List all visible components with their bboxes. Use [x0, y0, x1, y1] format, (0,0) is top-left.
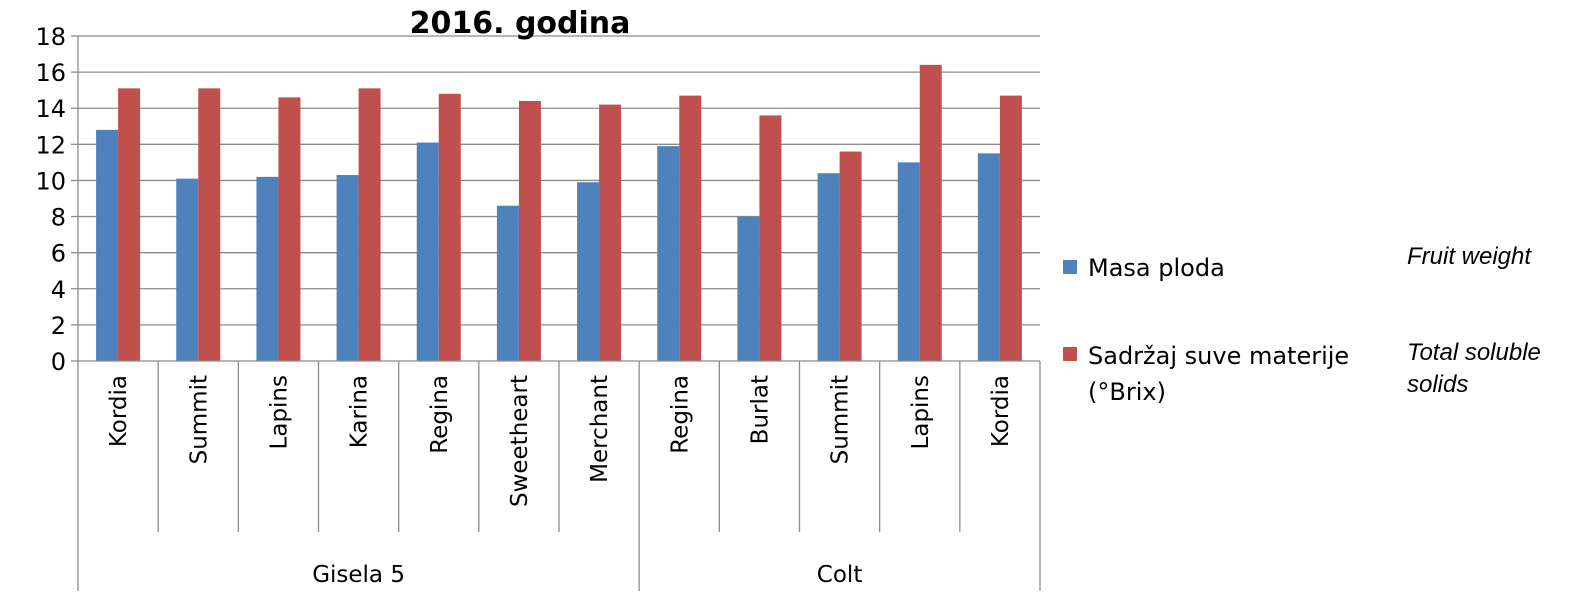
chart-title: 2016. godina: [410, 6, 631, 41]
x-category-label: Regina: [427, 375, 453, 454]
bar-sadrzaj-suve-materije: [839, 151, 862, 361]
bar-sadrzaj-suve-materije: [599, 104, 622, 361]
x-category-label: Burlat: [747, 375, 773, 444]
bar-masa-ploda: [577, 182, 600, 361]
legend-label-sadrzaj-line1: Sadržaj suve materije: [1088, 342, 1349, 370]
bar-masa-ploda: [657, 146, 680, 361]
bar-masa-ploda: [336, 175, 359, 361]
y-tick-label: 0: [51, 348, 66, 376]
bar-sadrzaj-suve-materije: [118, 88, 141, 361]
gridlines: [78, 35, 1040, 326]
x-category-label: Sweetheart: [507, 375, 533, 507]
y-tick-label: 2: [51, 312, 66, 340]
bar-masa-ploda: [897, 162, 920, 361]
bar-masa-ploda: [977, 153, 1000, 361]
y-tick-label: 6: [51, 240, 66, 268]
x-category-label: Summit: [828, 375, 854, 464]
bar-masa-ploda: [416, 142, 439, 361]
bar-sadrzaj-suve-materije: [919, 64, 942, 361]
bar-masa-ploda: [737, 216, 760, 361]
bar-masa-ploda: [176, 178, 199, 361]
x-group-label: Colt: [817, 562, 863, 588]
x-category-label: Merchant: [587, 375, 613, 483]
x-group-label: Gisela 5: [312, 562, 405, 588]
bar-masa-ploda: [496, 205, 519, 361]
annotation-total-soluble: Total soluble: [1407, 339, 1541, 366]
annotation-solids: solids: [1407, 371, 1468, 398]
legend-label-sadrzaj-line2: (°Brix): [1088, 378, 1166, 406]
x-category-label: Lapins: [266, 375, 292, 449]
x-axis-categories: Kordia Summit Lapins Karina Regina Sweetheart…: [106, 361, 1041, 591]
x-category-label: Kordia: [106, 375, 132, 447]
y-tick-label: 8: [51, 204, 66, 232]
x-category-label: Lapins: [908, 375, 934, 449]
bar-masa-ploda: [256, 176, 279, 361]
x-category-label: Kordia: [988, 375, 1014, 447]
legend-swatch-masa-ploda: [1063, 260, 1077, 274]
annotation-fruit-weight: Fruit weight: [1407, 243, 1532, 270]
bars: [96, 64, 1022, 362]
bar-masa-ploda: [96, 129, 119, 361]
x-category-label: Summit: [186, 375, 212, 464]
bar-sadrzaj-suve-materije: [438, 93, 461, 362]
bar-sadrzaj-suve-materije: [358, 88, 381, 361]
legend-swatch-sadrzaj-suve-materije: [1063, 347, 1077, 361]
y-tick-label: 18: [35, 23, 66, 51]
bar-sadrzaj-suve-materije: [198, 88, 221, 361]
bar-sadrzaj-suve-materije: [278, 97, 301, 361]
y-axis-ticks: 0 2 4 6 8 10 12 14 16 18: [35, 23, 78, 376]
y-tick-label: 12: [35, 131, 66, 159]
y-tick-label: 10: [35, 167, 66, 195]
bar-sadrzaj-suve-materije: [999, 95, 1022, 361]
x-category-label: Karina: [347, 375, 373, 448]
bar-sadrzaj-suve-materije: [759, 115, 782, 361]
bar-sadrzaj-suve-materije: [518, 101, 541, 361]
y-tick-label: 16: [35, 59, 66, 87]
bar-masa-ploda: [817, 173, 840, 361]
y-tick-label: 4: [51, 276, 66, 304]
x-category-label: Regina: [667, 375, 693, 454]
y-tick-label: 14: [35, 95, 66, 123]
legend-label-masa-ploda: Masa ploda: [1088, 254, 1225, 282]
bar-sadrzaj-suve-materije: [679, 95, 702, 361]
